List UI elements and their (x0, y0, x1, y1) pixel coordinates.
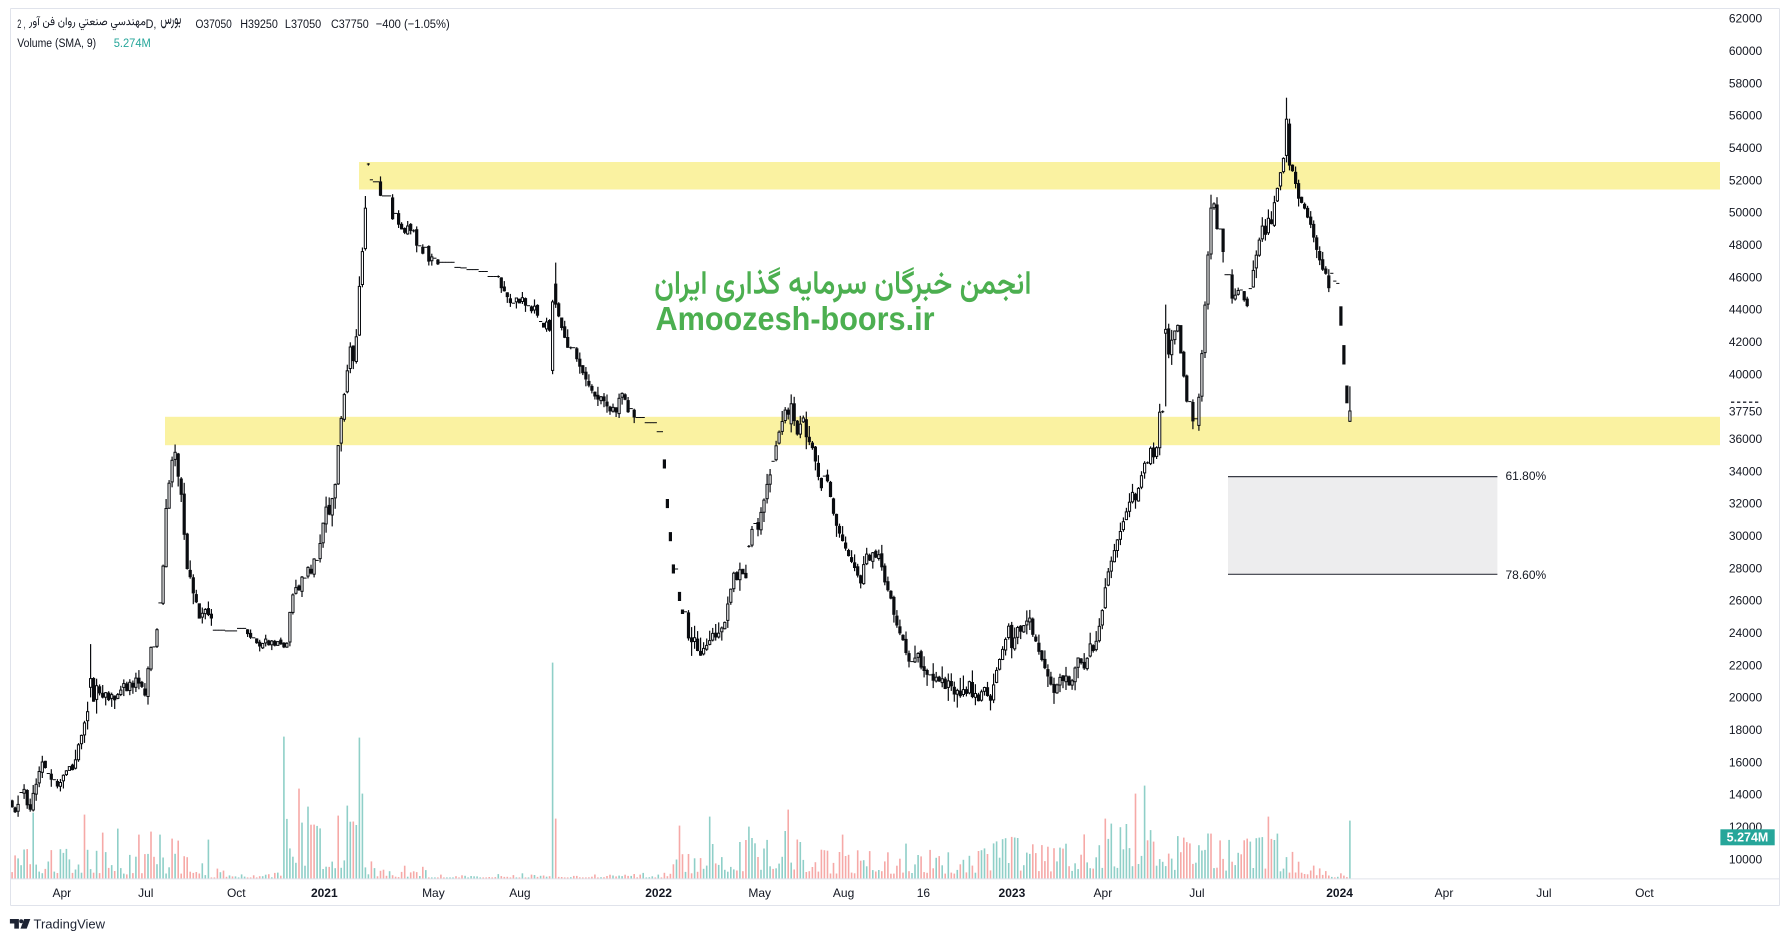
svg-text:Aug: Aug (509, 886, 530, 900)
svg-text:Volume (SMA, 9): Volume (SMA, 9) (17, 36, 96, 50)
svg-text:Apr: Apr (52, 886, 71, 900)
svg-text:18000: 18000 (1729, 723, 1763, 737)
svg-text:2021: 2021 (311, 886, 338, 900)
svg-text:14000: 14000 (1729, 788, 1763, 802)
svg-text:16: 16 (917, 886, 931, 900)
svg-text:36000: 36000 (1729, 432, 1763, 446)
svg-text:58000: 58000 (1729, 76, 1763, 90)
svg-text:30000: 30000 (1729, 529, 1763, 543)
svg-text:L37050: L37050 (285, 17, 321, 31)
svg-text:O37050: O37050 (196, 17, 232, 31)
svg-text:78.60%: 78.60% (1506, 568, 1547, 582)
svg-text:10000: 10000 (1729, 852, 1763, 866)
svg-text:2023: 2023 (999, 886, 1026, 900)
svg-text:5.274M: 5.274M (114, 36, 151, 50)
svg-text:24000: 24000 (1729, 626, 1763, 640)
svg-text:16000: 16000 (1729, 755, 1763, 769)
svg-text:54000: 54000 (1729, 141, 1763, 155)
svg-text:56000: 56000 (1729, 109, 1763, 123)
svg-text:Jul: Jul (1536, 886, 1551, 900)
svg-text:5.274M: 5.274M (1727, 831, 1769, 845)
svg-text:28000: 28000 (1729, 561, 1763, 575)
svg-text:61.80%: 61.80% (1506, 469, 1547, 483)
svg-text:D,: D, (146, 17, 157, 31)
svg-text:Apr: Apr (1435, 886, 1454, 900)
svg-text:46000: 46000 (1729, 270, 1763, 284)
svg-text:TradingView: TradingView (34, 917, 106, 932)
svg-text:2 ,: 2 , (17, 17, 25, 31)
svg-text:37750: 37750 (1729, 404, 1763, 418)
svg-text:22000: 22000 (1729, 658, 1763, 672)
svg-text:Oct: Oct (227, 886, 246, 900)
svg-text:Amoozesh-boors.ir: Amoozesh-boors.ir (656, 301, 935, 338)
svg-text:50000: 50000 (1729, 206, 1763, 220)
svg-text:20000: 20000 (1729, 691, 1763, 705)
svg-text:52000: 52000 (1729, 173, 1763, 187)
svg-text:2024: 2024 (1326, 886, 1353, 900)
svg-text:44000: 44000 (1729, 303, 1763, 317)
svg-text:62000: 62000 (1729, 12, 1763, 26)
svg-text:42000: 42000 (1729, 335, 1763, 349)
svg-text:34000: 34000 (1729, 464, 1763, 478)
svg-text:H39250: H39250 (240, 17, 278, 31)
svg-text:Apr: Apr (1094, 886, 1113, 900)
svg-text:2022: 2022 (645, 886, 672, 900)
svg-text:26000: 26000 (1729, 594, 1763, 608)
svg-text:Aug: Aug (833, 886, 854, 900)
svg-text:Oct: Oct (1635, 886, 1654, 900)
svg-text:May: May (422, 886, 445, 900)
svg-text:Jul: Jul (138, 886, 153, 900)
svg-text:−400 (−1.05%): −400 (−1.05%) (376, 17, 450, 31)
svg-text:40000: 40000 (1729, 367, 1763, 381)
svg-text:C37750: C37750 (331, 17, 369, 31)
svg-text:48000: 48000 (1729, 238, 1763, 252)
svg-text:May: May (748, 886, 771, 900)
svg-text:Jul: Jul (1189, 886, 1204, 900)
svg-text:32000: 32000 (1729, 497, 1763, 511)
svg-text:60000: 60000 (1729, 44, 1763, 58)
